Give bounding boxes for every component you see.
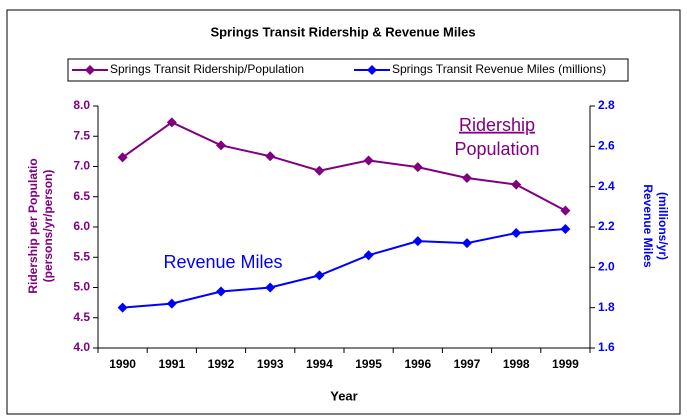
point — [265, 282, 276, 293]
y2-axis-label: Revenue Miles (millions/yr) — [641, 184, 670, 268]
y-tick-label: 8.0 — [73, 98, 90, 112]
point — [462, 172, 472, 183]
x-tick-label: 1998 — [503, 357, 530, 371]
point — [412, 162, 423, 173]
y2-axis-label-line: Revenue Miles — [641, 184, 655, 268]
legend — [67, 58, 629, 82]
legend-marker — [367, 65, 377, 75]
point — [117, 302, 128, 313]
annotation: Population — [454, 139, 539, 159]
y-tick-label: 5.0 — [73, 280, 90, 294]
point — [166, 298, 177, 309]
point — [560, 205, 571, 216]
y-tick-label: 7.5 — [73, 128, 90, 142]
point — [560, 224, 571, 235]
y-tick-label: 4.0 — [73, 340, 90, 354]
point — [363, 250, 374, 261]
point — [216, 286, 226, 297]
annotation: Ridership — [459, 115, 535, 135]
y2-tick-label: 2.6 — [598, 139, 615, 153]
point — [314, 165, 325, 176]
x-tick-label: 1997 — [454, 357, 481, 371]
chart-title: Springs Transit Ridership & Revenue Mile… — [210, 24, 475, 39]
point — [511, 179, 522, 190]
point — [412, 236, 423, 247]
point — [117, 152, 128, 163]
point — [216, 140, 226, 151]
x-tick-label: 1995 — [355, 357, 382, 371]
annotation: Revenue Miles — [163, 252, 282, 272]
y2-tick-label: 1.8 — [598, 300, 615, 314]
y-tick-label: 5.5 — [73, 249, 90, 263]
x-tick-label: 1999 — [552, 357, 579, 371]
y-tick-label: 6.5 — [73, 189, 90, 203]
y-tick-label: 4.5 — [73, 310, 90, 324]
x-tick-label: 1994 — [306, 357, 333, 371]
point — [363, 155, 374, 166]
point — [265, 151, 276, 162]
point — [314, 270, 325, 281]
y-tick-label: 7.0 — [73, 159, 90, 173]
series-line — [122, 121, 566, 212]
point — [462, 238, 472, 249]
y2-axis-label-line: (millions/yr) — [656, 192, 670, 260]
point — [166, 117, 177, 128]
y-axis-label-line: Ridership per Populatio — [26, 158, 40, 293]
y-tick-label: 6.0 — [73, 219, 90, 233]
y2-tick-label: 2.0 — [598, 260, 615, 274]
series-line — [122, 228, 566, 309]
x-axis-label: Year — [330, 388, 357, 403]
x-tick-label: 1992 — [208, 357, 235, 371]
legend-label: Springs Transit Revenue Miles (millions) — [392, 62, 606, 76]
y2-tick-label: 2.2 — [598, 219, 615, 233]
y2-tick-label: 1.6 — [598, 340, 615, 354]
x-tick-label: 1991 — [158, 357, 185, 371]
point — [511, 228, 522, 239]
y-axis-label: Ridership per Populatio (persons/yr/pers… — [26, 158, 55, 293]
legend-label: Springs Transit Ridership/Population — [110, 62, 304, 76]
legend-marker — [85, 65, 95, 75]
x-tick-label: 1990 — [109, 357, 136, 371]
y2-tick-label: 2.4 — [598, 179, 615, 193]
x-tick-label: 1996 — [404, 357, 431, 371]
y-axis-label-line: (persons/yr/person) — [41, 170, 55, 283]
y2-tick-label: 2.8 — [598, 98, 615, 112]
x-tick-label: 1993 — [257, 357, 284, 371]
